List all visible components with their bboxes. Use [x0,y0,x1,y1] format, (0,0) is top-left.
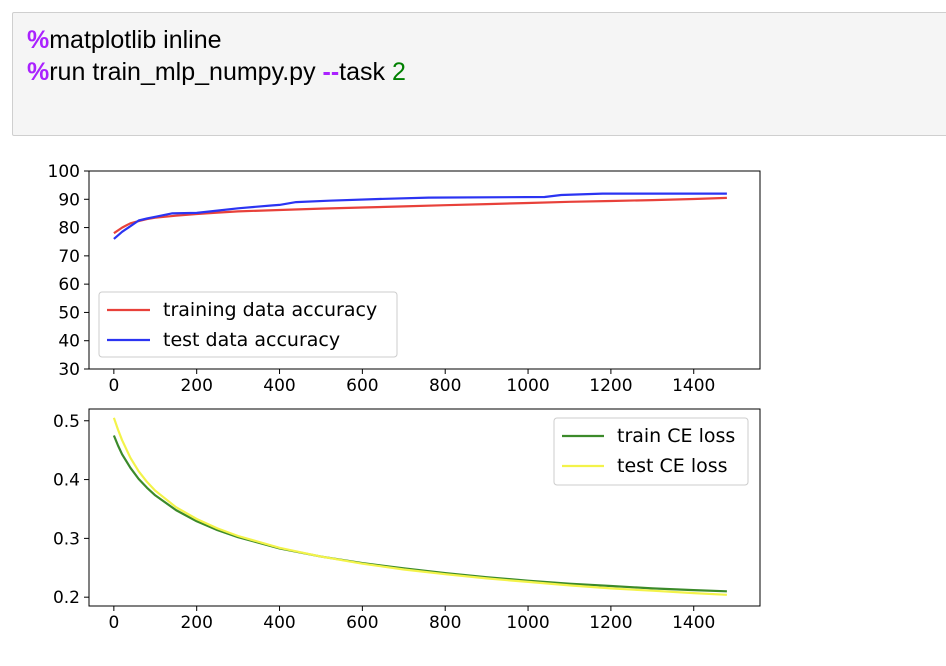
x-tick-label: 800 [429,376,461,396]
code-line-2: %run train_mlp_numpy.py --task 2 [27,57,406,87]
legend-box [98,291,398,358]
x-tick-label: 1000 [506,613,549,633]
magic-percent: % [27,26,50,54]
x-tick-label: 1400 [672,376,715,396]
x-tick-label: 400 [263,376,295,396]
y-tick-label: 30 [58,360,80,380]
y-tick-label: 40 [58,332,80,352]
chart-accuracy: 0 200 400 600 800 1000 1200 1400 30 40 50 60 70 80 90 1… [48,162,761,396]
x-tick-label: 0 [108,613,119,633]
x-tick-label: 200 [180,376,212,396]
legend-label: training data accuracy [163,299,377,321]
x-tick-label: 200 [180,613,212,633]
x-tick-label: 800 [429,613,461,633]
legend-label: test CE loss [617,455,728,477]
y-tick-label: 100 [48,162,80,182]
run-command-text: run train_mlp_numpy.py [49,58,323,86]
y-tick-label: 0.3 [53,529,80,549]
y-tick-label: 80 [58,219,80,239]
x-tick-label: 1200 [589,376,632,396]
x-tick-label: 400 [263,613,295,633]
magic-command-text: matplotlib inline [49,26,222,54]
legend: train CE loss test CE loss [553,417,749,486]
y-tick-label: 0.2 [53,588,80,608]
y-tick-label: 70 [58,247,80,267]
code-cell-input[interactable]: %matplotlib inline %run train_mlp_numpy.… [12,12,946,136]
y-tick-label: 60 [58,275,80,295]
x-tick-label: 0 [108,376,119,396]
flag-name: task [339,58,392,86]
flag-dashes: -- [322,58,340,86]
x-tick-label: 1000 [506,376,549,396]
x-tick-label: 1200 [589,613,632,633]
flag-value: 2 [391,58,406,86]
y-tick-label: 0.4 [53,471,80,491]
x-tick-label: 600 [346,613,378,633]
chart-loss: 0 200 400 600 800 1000 1200 1400 0.2 0.3 0.4 0.5 tra… [53,408,761,633]
legend-label: train CE loss [617,425,735,447]
code-line-1: %matplotlib inline [27,25,222,55]
legend: training data accuracy test data accuracy [98,291,398,358]
y-tick-label: 90 [58,190,80,210]
x-tick-label: 1400 [672,613,715,633]
y-tick-label: 0.5 [53,412,80,432]
y-tick-label: 50 [58,303,80,323]
x-tick-label: 600 [346,376,378,396]
series-line-2 [113,192,727,240]
magic-percent: % [27,58,50,86]
legend-box [553,417,749,486]
series-line-2 [112,417,727,596]
legend-label: test data accuracy [163,329,340,351]
